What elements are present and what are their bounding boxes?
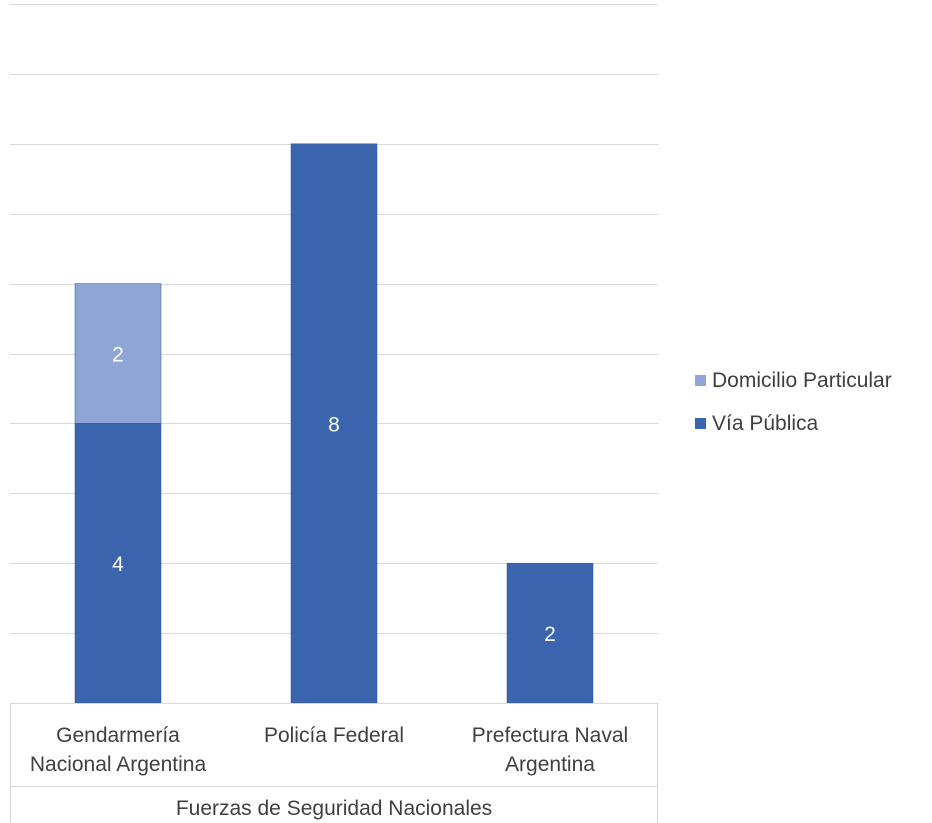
- legend-swatch: [695, 418, 706, 429]
- category-tick-label: Gendarmería Nacional Argentina: [30, 724, 207, 776]
- data-label: 4: [112, 553, 124, 576]
- bar-segment: [290, 143, 378, 704]
- data-label: 8: [328, 413, 340, 436]
- data-label: 2: [544, 623, 556, 646]
- category-tick-label: Prefectura Naval Argentina: [472, 724, 628, 776]
- bar-segment: [506, 562, 594, 704]
- category-tick-label: Policía Federal: [264, 724, 404, 747]
- category-group-label: Fuerzas de Seguridad Nacionales: [176, 797, 492, 820]
- legend-item[interactable]: Domicilio Particular: [695, 369, 892, 392]
- legend-label: Domicilio Particular: [712, 369, 892, 392]
- category-axis: Gendarmería Nacional Argentina Policía Fed…: [10, 703, 658, 823]
- legend-swatch: [695, 375, 706, 386]
- legend[interactable]: Domicilio Particular Vía Pública: [695, 369, 892, 435]
- legend-item[interactable]: Vía Pública: [695, 412, 819, 435]
- bars: 4 2 8 2: [74, 143, 594, 704]
- legend-label: Vía Pública: [712, 412, 819, 435]
- bar-segment: [74, 283, 162, 424]
- data-label: 2: [112, 344, 124, 367]
